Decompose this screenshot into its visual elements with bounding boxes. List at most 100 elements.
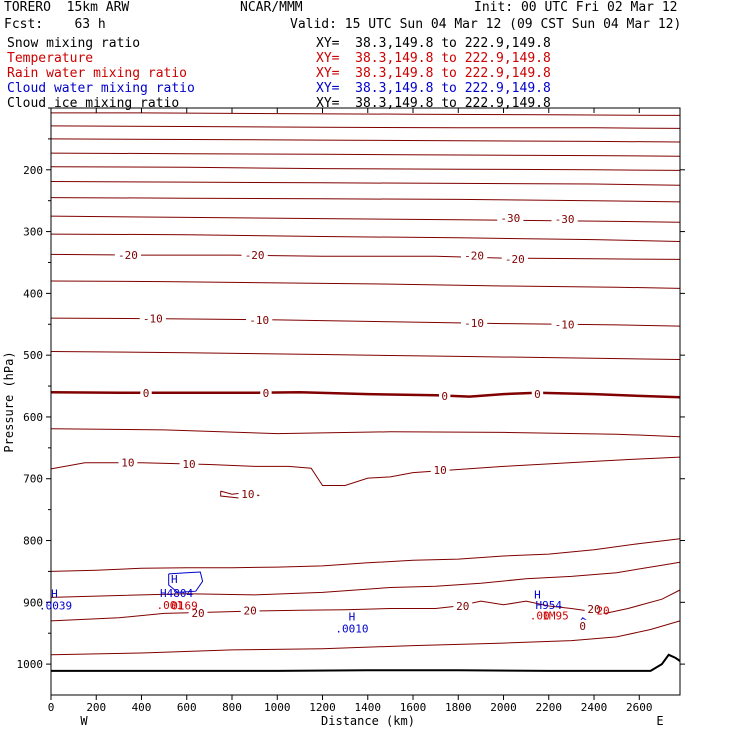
y-tick-label: 1000 <box>17 658 44 671</box>
isotherm-line <box>50 390 681 399</box>
y-tick-label: 200 <box>23 164 43 177</box>
model-label: TORERO 15km ARW <box>4 0 130 15</box>
extremum-label: 1M95 <box>542 609 569 622</box>
cloud-water-contour <box>168 571 204 593</box>
legend-temperature: Temperature <box>7 51 94 66</box>
legend-cloud-ice-xy: XY= 38.3,149.8 to 222.9,149.8 <box>316 96 551 111</box>
isotherm-line <box>50 181 681 186</box>
x-axis-title: Distance (km) <box>321 714 415 728</box>
contour-label: 0 <box>143 387 150 400</box>
isotherm-line <box>50 253 681 260</box>
contour-label-bg <box>577 619 589 632</box>
isotherm-line <box>50 152 681 157</box>
legend-rain: Rain water mixing ratio <box>7 66 188 81</box>
y-tick-label: 400 <box>23 287 43 300</box>
extremum-label: 0169 <box>171 599 198 612</box>
x-tick-label: 1600 <box>400 701 427 714</box>
contour-label-bg <box>118 456 138 469</box>
contour-label-bg <box>584 603 604 616</box>
isotherm-line <box>220 490 260 500</box>
y-tick-label: 700 <box>23 473 43 486</box>
contour-label: -10 <box>249 314 269 327</box>
y-tick-label: 800 <box>23 535 43 548</box>
extremum-label: H4804 <box>160 587 193 600</box>
legend-rain-xy: XY= 38.3,149.8 to 222.9,149.8 <box>316 66 551 81</box>
contour-label: 10 <box>241 488 254 501</box>
isotherm-line <box>50 538 681 572</box>
y-axis-title: Pressure (hPa) <box>2 351 16 452</box>
contour-label: 20 <box>191 607 204 620</box>
legend-cloud-water-xy: XY= 38.3,149.8 to 222.9,149.8 <box>316 81 551 96</box>
x-tick-label: 0 <box>48 701 55 714</box>
contour-label: 0 <box>263 387 270 400</box>
contour-label: 10 <box>434 464 447 477</box>
legend-temperature-xy: XY= 38.3,149.8 to 222.9,149.8 <box>316 51 551 66</box>
contour-label: -20 <box>245 249 265 262</box>
isotherm-line <box>50 280 681 289</box>
contour-label: 20 <box>587 603 600 616</box>
isotherm-line <box>50 215 681 223</box>
contour-label-bg <box>430 464 450 477</box>
extremum-label: H954 <box>536 599 563 612</box>
isotherm-line <box>50 166 681 171</box>
valid-time: Valid: 15 UTC Sun 04 Mar 12 (09 CST Sun … <box>290 17 682 32</box>
legend-cloud-water: Cloud water mixing ratio <box>7 81 195 96</box>
contour-label: 0 <box>579 620 586 633</box>
extremum-label: .001 <box>157 599 184 612</box>
contour-label-bg <box>238 488 258 501</box>
x-end-label-west: W <box>80 714 88 728</box>
isotherm-line <box>50 351 681 360</box>
x-tick-label: 1200 <box>309 701 336 714</box>
isotherm-line <box>50 456 681 486</box>
contour-label-bg <box>453 600 473 613</box>
contour-label: 20 <box>243 604 256 617</box>
isotherm-layer <box>50 112 681 656</box>
extremum-label: .00 <box>530 609 550 622</box>
init-time: Init: 00 UTC Fri 02 Mar 12 <box>474 0 678 15</box>
x-tick-label: 1000 <box>264 701 291 714</box>
extremum-label: H <box>534 588 541 601</box>
contour-label: 0 <box>534 388 541 401</box>
x-tick-label: 400 <box>132 701 152 714</box>
contour-label-bg <box>114 249 142 262</box>
label-layer: -30 -30 -20 -20 -20 -20 -10 -10 -10 -10 0 0 0 0 10 10 10… <box>39 211 610 635</box>
axes-layer: 0 200 400 600 800 1000 1200 1400 1600 1800 2000 220… <box>17 107 685 714</box>
x-tick-label: 2400 <box>581 701 608 714</box>
y-tick-label: 600 <box>23 411 43 424</box>
contour-label: -10 <box>464 317 484 330</box>
contour-label: -10 <box>555 318 575 331</box>
x-tick-label: 600 <box>177 701 197 714</box>
isotherm-line <box>50 138 681 143</box>
terrain-line <box>51 653 681 672</box>
contour-label: 10 <box>182 458 195 471</box>
isotherm-line <box>50 233 681 242</box>
x-tick-label: 1400 <box>355 701 382 714</box>
y-tick-label: 900 <box>23 596 43 609</box>
contour-label: -30 <box>500 212 520 225</box>
contour-label: -20 <box>464 250 484 263</box>
y-tick-label: 500 <box>23 349 43 362</box>
center-label: NCAR/MMM <box>240 0 303 15</box>
plot-frame <box>50 107 681 696</box>
x-tick-label: 2200 <box>536 701 563 714</box>
contour-label: -20 <box>505 253 525 266</box>
contour-label-bg <box>438 389 451 402</box>
contour-label-bg <box>461 249 488 262</box>
contour-label-bg <box>551 318 578 331</box>
isotherm-line <box>50 197 681 203</box>
contour-label-bg <box>140 386 152 399</box>
isotherm-line <box>50 561 681 598</box>
forecast-hour: Fcst: 63 h <box>4 17 106 32</box>
x-tick-label: 800 <box>222 701 242 714</box>
contour-label: 20 <box>456 600 469 613</box>
contour-label-bg <box>246 313 273 326</box>
contour-label-bg <box>531 388 544 401</box>
legend-snow-xy: XY= 38.3,149.8 to 222.9,149.8 <box>316 36 551 51</box>
extremum-label: 20 <box>596 604 609 617</box>
contour-label-bg <box>139 312 166 325</box>
contour-label: 0 <box>441 390 448 403</box>
contour-label-bg <box>241 249 268 262</box>
extremum-label: H <box>349 611 356 624</box>
contour-label-bg <box>497 211 524 224</box>
